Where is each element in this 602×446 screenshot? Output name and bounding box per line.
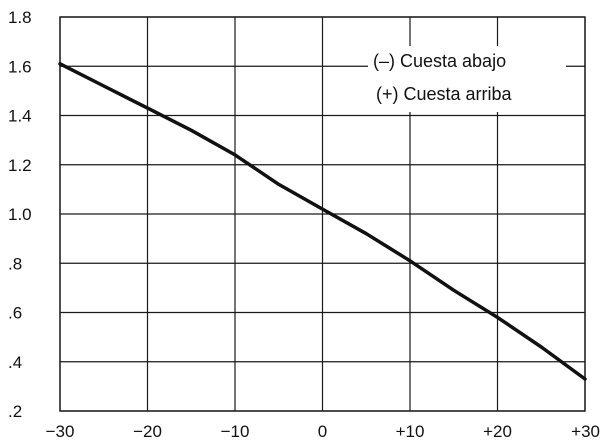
y-tick-label: 1.2 (8, 156, 32, 175)
x-axis-ticks: −30 −20 −10 0 +10 +20 +30 (46, 422, 600, 441)
y-tick-label: 1.0 (8, 205, 32, 224)
x-tick-label: +30 (571, 422, 600, 441)
series-line (58, 62, 587, 381)
y-tick-label: .6 (8, 304, 22, 323)
y-axis-ticks: .2 .4 .6 .8 1.0 1.2 1.4 1.6 1.8 (8, 8, 32, 421)
y-tick-label: .2 (8, 402, 22, 421)
x-tick-label: +20 (483, 422, 512, 441)
annotation-uphill: (+) Cuesta arriba (376, 84, 513, 104)
grid (59, 16, 586, 412)
series (58, 62, 587, 381)
plot-frame (59, 16, 586, 412)
x-tick-label: +10 (396, 422, 425, 441)
y-tick-label: 1.8 (8, 8, 32, 27)
x-tick-label: −10 (221, 422, 250, 441)
y-tick-label: .4 (8, 353, 22, 372)
x-tick-label: −30 (46, 422, 75, 441)
x-tick-label: 0 (318, 422, 327, 441)
y-tick-label: .8 (8, 254, 22, 273)
y-tick-label: 1.4 (8, 107, 32, 126)
x-tick-label: −20 (133, 422, 162, 441)
annotation-downhill: (–) Cuesta abajo (373, 51, 506, 71)
annotation-background (368, 46, 566, 112)
y-tick-label: 1.6 (8, 57, 32, 76)
